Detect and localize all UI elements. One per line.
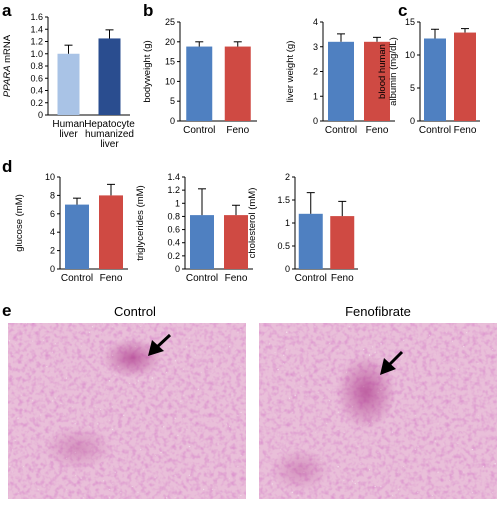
micrograph-control [8,323,246,499]
y-tick-label: 1.2 [167,185,180,195]
y-tick-label: 20 [165,37,175,47]
arrow-icon-control [148,333,172,356]
chart-c: 0 5 10 15 Control Feno blood humanalbumin (mg/… [377,17,480,136]
category-label: Control [186,273,218,284]
category-label: Feno [100,273,123,284]
y-tick-label: 1.5 [277,195,290,205]
micrograph-title-fenofibrate: Fenofibrate [345,304,411,319]
micrograph-title-control: Control [114,304,156,319]
y-tick-label: 2 [313,67,318,77]
category-label: Feno [226,125,249,136]
y-tick-label: 15 [405,17,415,27]
category-label: Control [325,125,357,136]
bar-d3-0 [298,213,323,269]
y-tick-label: 1.4 [167,172,180,182]
panel-letter-d: d [2,157,12,176]
y-axis-label-c: blood humanalbumin (mg/dL) [377,37,399,106]
y-tick-label: 5 [410,83,415,93]
panel-letter-c: c [398,1,407,20]
y-tick-label: 0.8 [30,61,43,71]
y-axis-label-a: PPARA mRNA [2,34,13,97]
y-tick-label: 0 [313,116,318,126]
y-tick-label: 0 [170,116,175,126]
bar-b2-0 [328,41,354,121]
y-tick-label: 0.4 [167,238,180,248]
category-label: Control [295,273,327,284]
micrograph-fenofibrate [259,323,497,499]
y-tick-label: 1 [313,91,318,101]
y-axis-label-d1: glucose (mM) [14,194,25,252]
y-tick-label: 5 [170,96,175,106]
y-tick-label: 0.4 [30,86,43,96]
category-label: Feno [454,125,477,136]
dense-cluster-control [102,338,162,378]
y-tick-label: 10 [165,76,175,86]
y-tick-label: 2 [50,246,55,256]
chart-a: 0 0.2 0.4 0.6 0.8 1.0 1.2 1.4 1.6 Human liverHepat… [2,12,135,150]
y-tick-label: 10 [405,50,415,60]
bar-b1-0 [186,46,213,121]
panel-letter-a: a [2,1,12,20]
y-axis-label-d3: cholesterol (mM) [247,188,258,259]
category-label: Hepatocyte humanized liver [84,119,135,150]
y-tick-label: 4 [313,17,318,27]
arrow-icon-fenofibrate [380,350,404,375]
bar-a-0 [57,53,80,115]
y-tick-label: 0.6 [30,73,43,83]
y-tick-label: 1 [175,198,180,208]
y-tick-label: 1.4 [30,24,43,34]
y-tick-label: 0.2 [30,98,43,108]
y-tick-label: 0 [285,264,290,274]
y-tick-label: 0 [50,264,55,274]
bar-d2-1 [224,215,248,269]
bar-d1-0 [65,204,89,269]
y-tick-label: 0.2 [167,251,180,261]
panel-letter-b: b [143,1,153,20]
y-tick-label: 25 [165,17,175,27]
y-tick-label: 0 [38,110,43,120]
y-tick-label: 0 [175,264,180,274]
y-tick-label: 3 [313,42,318,52]
y-axis-label-d2: triglycerides (mM) [135,185,146,260]
bar-c-1 [454,32,476,122]
charts-layer: 0 0.2 0.4 0.6 0.8 1.0 1.2 1.4 1.6 Human liverHepat… [2,12,480,284]
category-label: Feno [366,125,389,136]
y-tick-label: 6 [50,209,55,219]
bar-b1-1 [224,46,251,121]
bar-b2-1 [364,41,390,121]
chart-d3: 0 0.5 1 1.5 2 Control Feno cholesterol (mM) [247,172,358,284]
y-tick-label: 1.6 [30,12,43,22]
bar-d3-1 [330,216,355,269]
y-tick-label: 1 [285,218,290,228]
panel-letter-e: e [2,301,11,320]
category-label: Control [419,125,451,136]
y-tick-label: 15 [165,57,175,67]
chart-d1: 0 2 4 6 8 10 Control Feno glucose (mM) [14,172,128,284]
y-tick-label: 1.2 [30,37,43,47]
category-label: Feno [331,273,354,284]
bar-d1-1 [99,195,123,269]
y-tick-label: 0.8 [167,211,180,221]
category-label: Feno [225,273,248,284]
y-axis-label-b2: liver weight (g) [285,41,296,103]
y-tick-label: 8 [50,190,55,200]
bar-d2-0 [190,215,214,269]
y-tick-label: 2 [285,172,290,182]
y-tick-label: 0.6 [167,225,180,235]
bar-a-1 [98,38,121,115]
category-label: Control [61,273,93,284]
bar-c-0 [424,38,446,121]
y-tick-label: 4 [50,227,55,237]
category-label: Human liver [52,119,84,140]
y-tick-label: 0 [410,116,415,126]
y-tick-label: 10 [45,172,55,182]
category-label: Control [183,125,215,136]
y-tick-label: 1.0 [30,49,43,59]
y-axis-label-b1: bodyweight (g) [142,40,153,102]
chart-b2: 0 1 2 3 4 Control Feno liver weight (g) [285,17,395,136]
chart-d2: 0 0.2 0.4 0.6 0.8 1 1.2 1.4 Control Feno triglycer… [135,172,253,284]
chart-b1: 0 5 10 15 20 25 Control Feno bodyweight (g) [142,17,257,136]
y-tick-label: 0.5 [277,241,290,251]
